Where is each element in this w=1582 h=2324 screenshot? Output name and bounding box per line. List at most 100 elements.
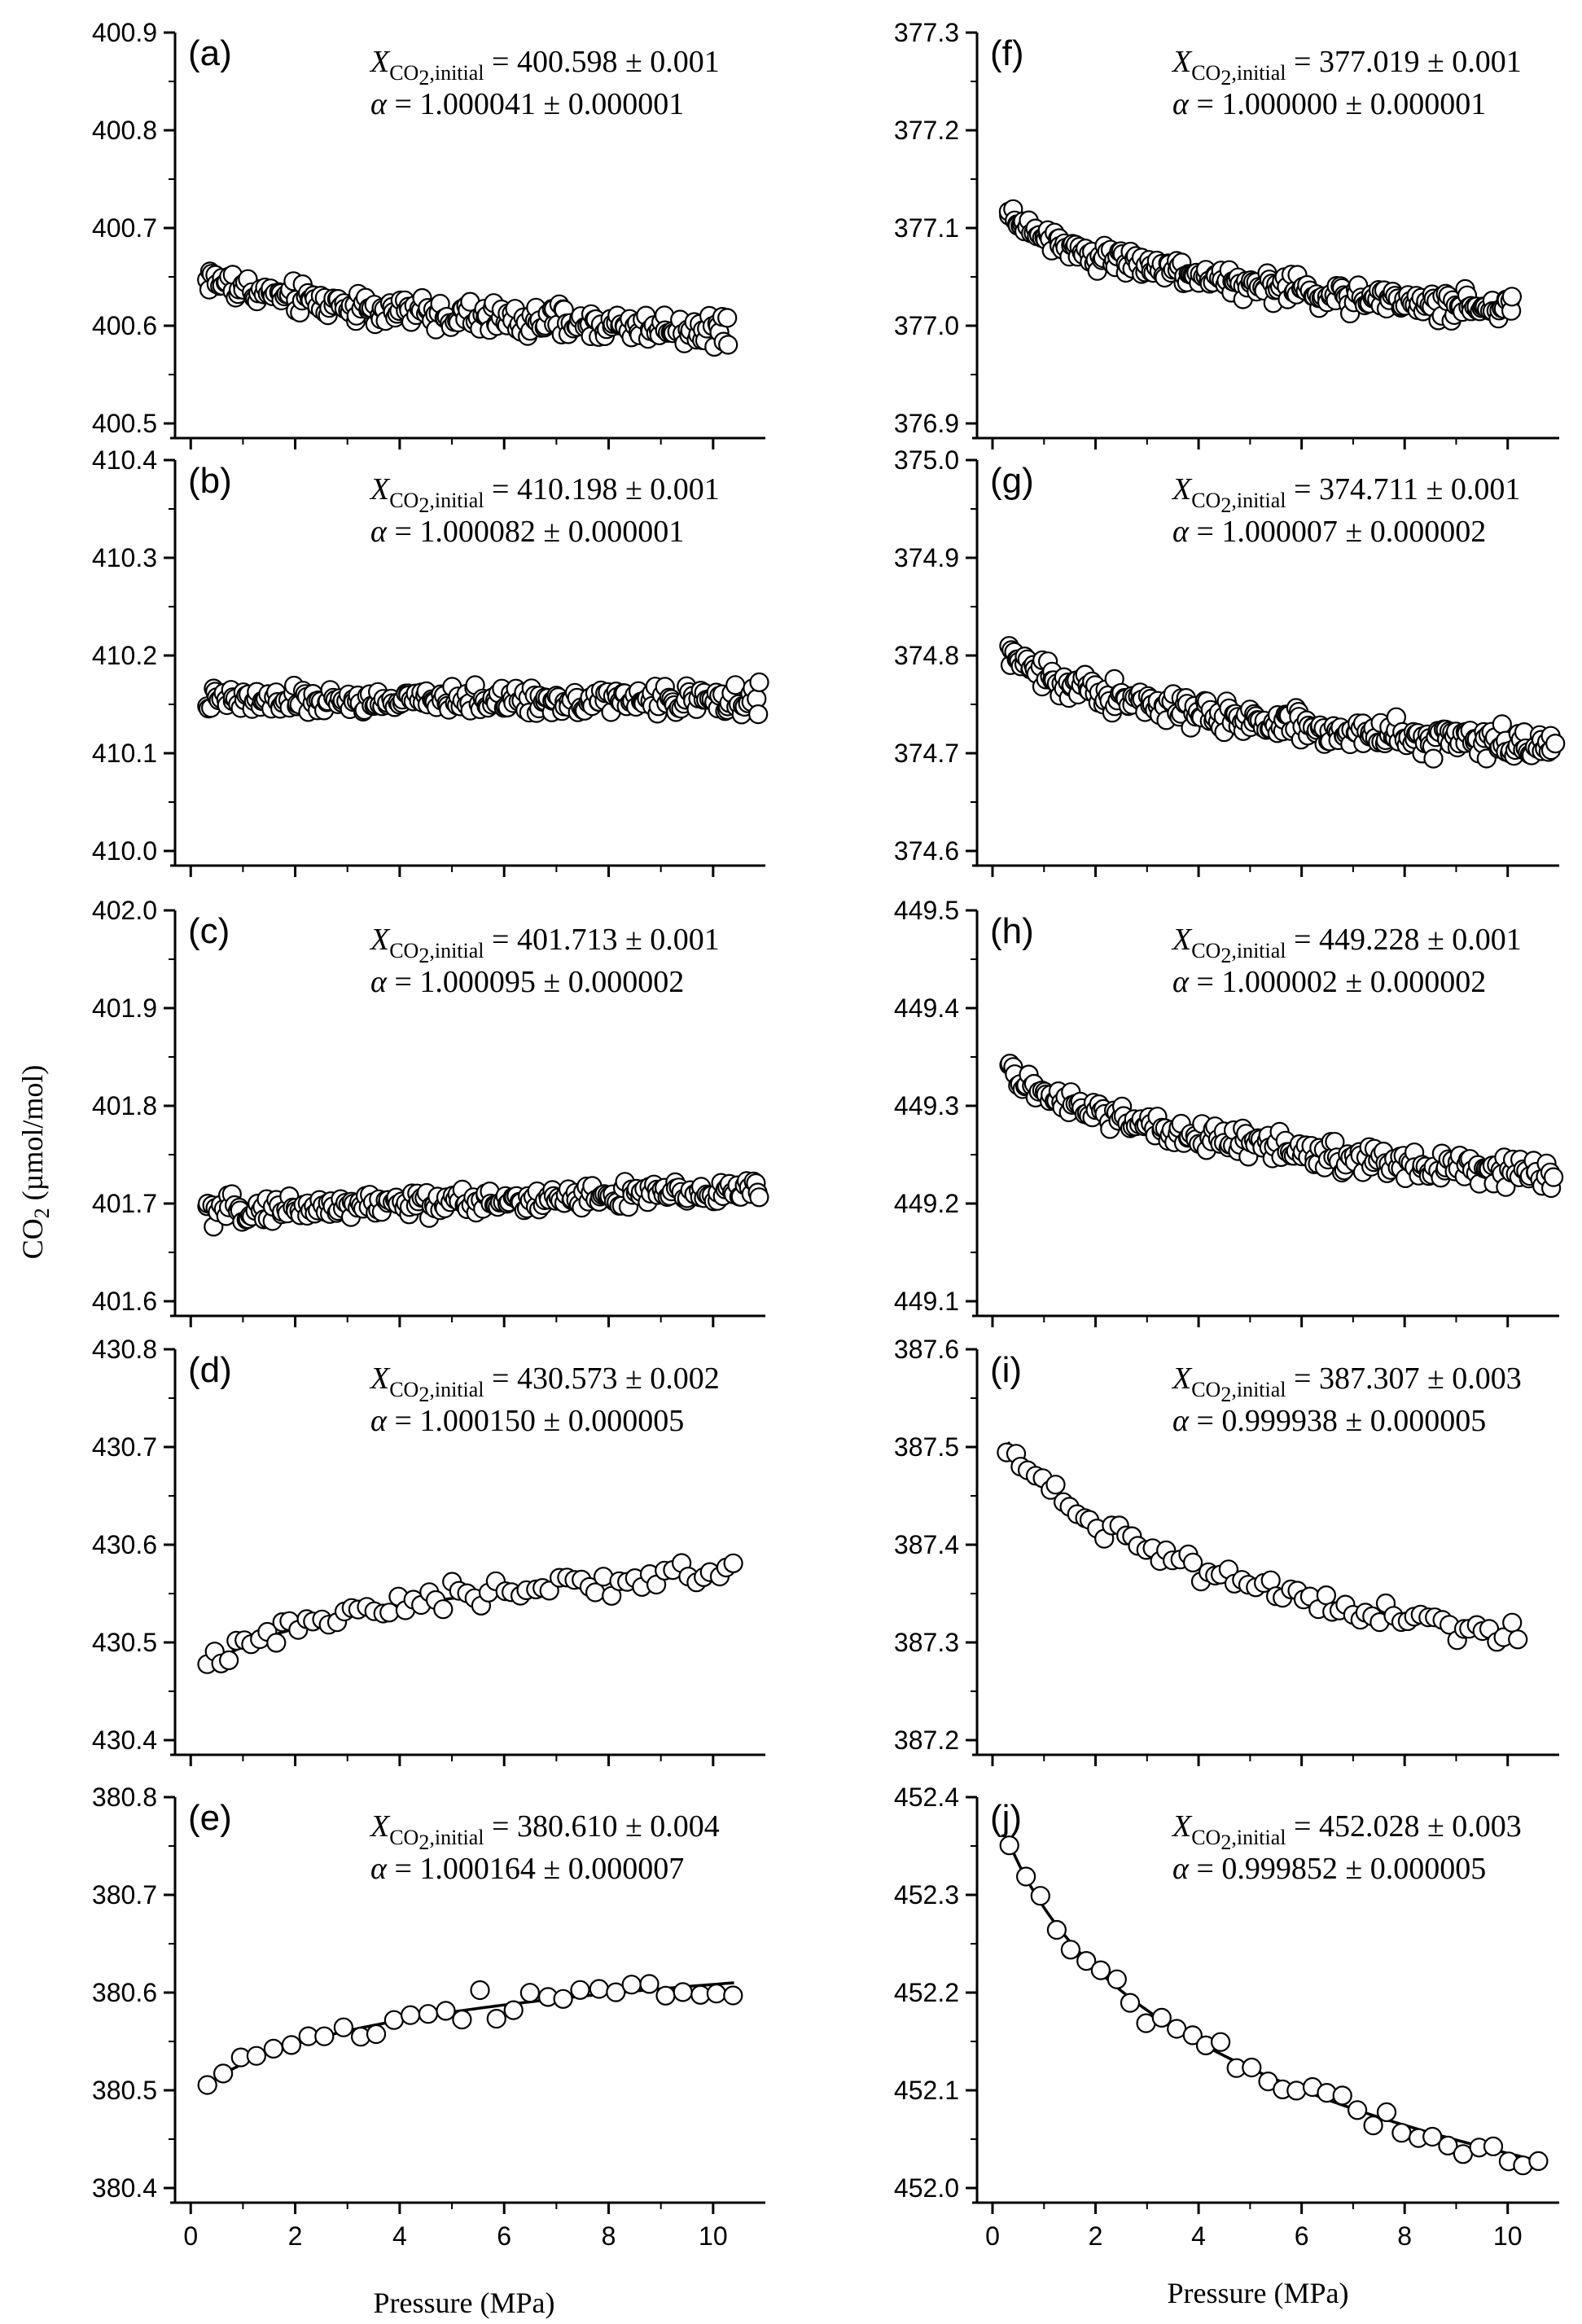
fit-curve bbox=[205, 1981, 734, 2087]
data-point bbox=[553, 1989, 573, 2009]
alpha-annotation: α = 1.000164 ± 0.000007 bbox=[370, 1852, 684, 1886]
x-tick-label: 4 bbox=[1191, 2221, 1206, 2251]
fit-curve bbox=[1009, 1845, 1540, 2163]
panel-label: (b) bbox=[188, 461, 232, 501]
y-tick-label: 380.4 bbox=[92, 2173, 157, 2203]
data-point bbox=[401, 2005, 421, 2025]
data-point bbox=[655, 1985, 676, 2006]
panel-f: 376.9 377.0 377.1 377.2 377.3 (f) XCO2,initial… bbox=[894, 18, 1559, 449]
x-tick-label: 4 bbox=[392, 2221, 407, 2251]
x-initial-annotation: XCO2,initial = 430.573 ± 0.002 bbox=[369, 1362, 720, 1406]
data-point bbox=[1076, 1951, 1097, 1971]
x-tick-label: 0 bbox=[985, 2221, 1000, 2251]
scatter-points bbox=[197, 672, 769, 725]
panel-c: 401.6 401.7 401.8 401.9 402.0 (c) XCO2,initial… bbox=[92, 896, 769, 1327]
x-tick-label: 8 bbox=[1397, 2221, 1412, 2251]
y-tick-label: 400.9 bbox=[92, 18, 157, 47]
data-point bbox=[1286, 2081, 1307, 2101]
data-point bbox=[433, 1599, 454, 1620]
data-point bbox=[1182, 1552, 1203, 1573]
panel-e: 380.4 380.5 380.6 380.7 380.8 0 2 4 6 8 10 (e) XCO2,… bbox=[92, 1782, 765, 2251]
y-tick-label: 374.6 bbox=[894, 836, 959, 866]
y-tick-label: 380.6 bbox=[92, 1978, 157, 2007]
y-tick-label: 400.6 bbox=[92, 311, 157, 340]
data-point bbox=[1242, 2057, 1262, 2078]
data-point bbox=[1151, 2007, 1172, 2028]
data-point bbox=[1508, 1629, 1528, 1650]
data-point bbox=[1182, 2025, 1203, 2046]
panel-label: (g) bbox=[990, 461, 1034, 501]
data-point bbox=[1046, 1919, 1067, 1940]
panel-label: (a) bbox=[188, 33, 232, 73]
scatter-points bbox=[197, 1171, 769, 1237]
data-point bbox=[1376, 2102, 1397, 2122]
alpha-annotation: α = 0.999938 ± 0.000005 bbox=[1172, 1404, 1486, 1438]
y-tick-label: 402.0 bbox=[92, 896, 157, 925]
y-tick-label: 387.5 bbox=[894, 1432, 959, 1462]
x-axis-title-right: Pressure (MPa) bbox=[1168, 2277, 1349, 2309]
y-tick-label: 401.6 bbox=[92, 1287, 157, 1316]
alpha-annotation: α = 1.000082 ± 0.000001 bbox=[370, 515, 684, 549]
data-point bbox=[1120, 1993, 1141, 2013]
data-point bbox=[589, 1979, 609, 1999]
y-tick-label: 430.5 bbox=[92, 1628, 157, 1657]
y-axis-title: CO2 (µmol/mol) bbox=[16, 1065, 54, 1260]
scatter-points bbox=[997, 1442, 1528, 1652]
scatter-points bbox=[999, 1053, 1564, 1199]
data-point bbox=[1502, 1612, 1523, 1633]
data-point bbox=[436, 2001, 456, 2021]
y-tick-label: 374.8 bbox=[894, 641, 959, 670]
data-point bbox=[486, 2009, 506, 2029]
data-point bbox=[723, 1553, 743, 1573]
scatter-points bbox=[998, 199, 1523, 331]
y-tick-label: 452.2 bbox=[894, 1978, 959, 2007]
alpha-annotation: α = 1.000000 ± 0.000001 bbox=[1172, 87, 1486, 121]
data-point bbox=[383, 2010, 404, 2030]
x-tick-label: 8 bbox=[602, 2221, 616, 2251]
data-point bbox=[673, 1982, 693, 2002]
panel-label: (c) bbox=[188, 911, 230, 951]
x-initial-annotation: XCO2,initial = 401.713 ± 0.001 bbox=[369, 923, 720, 967]
y-tick-label: 449.4 bbox=[894, 993, 959, 1023]
data-point bbox=[749, 1187, 769, 1208]
panel-label: (i) bbox=[990, 1350, 1022, 1390]
panel-label: (j) bbox=[990, 1798, 1022, 1838]
data-point bbox=[213, 2063, 234, 2084]
y-tick-label: 374.9 bbox=[894, 543, 959, 572]
x-tick-label: 0 bbox=[183, 2221, 198, 2251]
data-point bbox=[452, 2010, 472, 2030]
y-tick-label: 410.1 bbox=[92, 739, 157, 768]
data-point bbox=[1543, 1167, 1564, 1187]
x-tick-label: 10 bbox=[1493, 2221, 1523, 2251]
alpha-annotation: α = 0.999852 ± 0.000005 bbox=[1172, 1852, 1486, 1886]
x-tick-label: 6 bbox=[1295, 2221, 1309, 2251]
scatter-points bbox=[999, 1835, 1549, 2176]
x-initial-annotation: XCO2,initial = 449.228 ± 0.001 bbox=[1171, 923, 1522, 967]
data-point bbox=[1423, 748, 1444, 769]
data-point bbox=[418, 2004, 439, 2024]
x-initial-annotation: XCO2,initial = 452.028 ± 0.003 bbox=[1171, 1809, 1522, 1854]
data-point bbox=[1483, 2136, 1504, 2156]
x-tick-label: 2 bbox=[1089, 2221, 1103, 2251]
data-point bbox=[470, 1980, 490, 2001]
data-point bbox=[1545, 733, 1566, 754]
y-tick-label: 374.7 bbox=[894, 739, 959, 768]
data-point bbox=[281, 2035, 301, 2055]
y-tick-label: 410.4 bbox=[92, 445, 157, 475]
y-tick-label: 452.0 bbox=[894, 2173, 959, 2203]
x-initial-annotation: XCO2,initial = 377.019 ± 0.001 bbox=[1171, 45, 1522, 90]
data-point bbox=[1030, 1886, 1050, 1906]
data-point bbox=[1438, 2135, 1458, 2155]
data-point bbox=[266, 1633, 287, 1653]
panel-h: 449.1 449.2 449.3 449.4 449.5 (h) XCO2,initial… bbox=[894, 896, 1564, 1327]
scatter-points bbox=[999, 636, 1566, 769]
y-tick-label: 387.4 bbox=[894, 1530, 959, 1559]
y-tick-label: 380.8 bbox=[92, 1782, 157, 1812]
y-tick-label: 377.2 bbox=[894, 116, 959, 145]
y-tick-label: 449.3 bbox=[894, 1091, 959, 1120]
data-point bbox=[639, 1974, 660, 1994]
y-tick-label: 376.9 bbox=[894, 409, 959, 438]
data-point bbox=[1501, 287, 1523, 307]
data-point bbox=[263, 2038, 283, 2059]
data-point bbox=[1316, 1585, 1337, 1606]
